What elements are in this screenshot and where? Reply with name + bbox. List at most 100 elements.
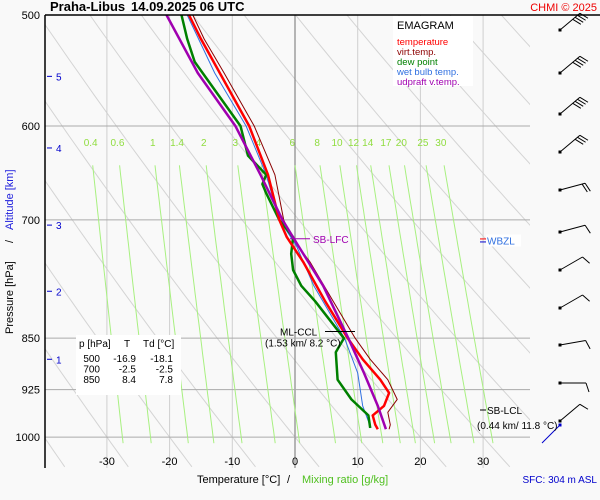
mixing-ratio-label: 12 xyxy=(348,138,360,149)
x-axis-title-2: Mixing ratio [g/kg] xyxy=(302,474,388,486)
wind-barb xyxy=(558,12,589,32)
wind-barb xyxy=(558,256,590,272)
barb-feather xyxy=(584,224,591,234)
table-cell: -16.9 xyxy=(113,354,136,365)
x-axis-title: Temperature [°C] xyxy=(197,474,280,486)
barb-station-dot xyxy=(558,423,562,427)
y-axis-sep: / xyxy=(4,239,16,243)
barb-feather xyxy=(574,138,584,145)
barb-staff xyxy=(559,182,586,191)
barb-feather xyxy=(577,57,586,64)
wind-barb xyxy=(558,96,589,116)
mixing-ratio-line xyxy=(443,165,494,444)
mixing-ratio-line xyxy=(294,165,336,444)
table-cell: -2.5 xyxy=(156,365,174,376)
y-tick-label: 600 xyxy=(22,121,40,133)
barb-feather xyxy=(579,134,589,141)
mixing-ratio-label: 14 xyxy=(362,138,374,149)
dry-adiabat xyxy=(45,100,320,468)
mixing-ratio-line xyxy=(92,165,124,444)
table-cell: 700 xyxy=(83,365,100,376)
mixing-ratio-label: 25 xyxy=(417,138,429,149)
mixing-ratio-line xyxy=(260,165,301,444)
barb-feather xyxy=(577,98,586,105)
barb-feather xyxy=(579,403,589,410)
mixing-ratio-line xyxy=(205,165,243,444)
mixing-ratio-label: 0.4 xyxy=(84,138,98,149)
barb-feather xyxy=(579,55,589,62)
dry-adiabat xyxy=(45,347,129,468)
dry-adiabat xyxy=(243,15,530,354)
barb-station-dot xyxy=(558,188,562,192)
dry-adiabat xyxy=(89,15,447,468)
y-axis-title: Pressure [hPa] xyxy=(4,261,16,334)
x-tick-label: -30 xyxy=(99,456,115,468)
x-tick-label: 0 xyxy=(292,456,298,468)
mixing-ratio-label: 4 xyxy=(256,138,262,149)
legend-virt-temp: virt.temp. xyxy=(397,47,436,58)
table-cell: 7.8 xyxy=(159,375,173,386)
barb-station-dot xyxy=(558,381,562,385)
barb-staff xyxy=(559,55,581,74)
legend-updraft: udpraft v.temp. xyxy=(397,77,460,88)
wind-barb xyxy=(558,55,589,75)
barb-staff xyxy=(559,96,581,115)
data-table-box xyxy=(76,335,181,395)
series-temperature xyxy=(187,14,391,430)
ml-ccl-detail: (1.53 km/ 8.2 °C) xyxy=(265,339,341,350)
sfc-label: SFC: 304 m ASL xyxy=(523,475,598,486)
mixing-ratio-label: 6 xyxy=(290,138,296,149)
mixing-ratio-line xyxy=(388,165,436,444)
dry-adiabat xyxy=(45,437,66,468)
altitude-tick-label: 5 xyxy=(56,72,62,83)
barb-staff xyxy=(559,12,581,31)
mixing-ratio-line xyxy=(356,165,401,444)
barb-feather xyxy=(572,18,582,25)
datetime-title: 14.09.2025 06 UTC xyxy=(131,0,245,14)
barb-feather xyxy=(585,382,590,393)
barb-feather xyxy=(577,14,586,21)
dry-adiabat xyxy=(45,179,256,468)
x-tick-label: -20 xyxy=(162,456,178,468)
altitude-tick-label: 4 xyxy=(56,144,62,155)
mixing-ratio-label: 10 xyxy=(331,138,343,149)
barb-staff xyxy=(559,403,581,422)
barb-staff xyxy=(559,256,583,271)
barb-feather xyxy=(574,100,584,107)
barb-feather xyxy=(572,61,582,68)
barb-station-dot xyxy=(558,343,562,347)
y-tick-label: 1000 xyxy=(16,432,40,444)
mixing-ratio-line xyxy=(154,165,189,444)
sb-lfc-label: SB-LFC xyxy=(313,235,349,246)
barb-feather xyxy=(574,16,584,23)
annotations: SB-LFC WBZL ML-CCL(1.53 km/ 8.2 °C) SB-LCL (… xyxy=(265,234,558,432)
wind-barb xyxy=(558,381,590,393)
mixing-ratio-line xyxy=(119,165,152,444)
y-tick-label: 700 xyxy=(22,215,40,227)
dry-adiabats xyxy=(0,0,530,468)
mixing-ratio-label: 0.6 xyxy=(111,138,125,149)
wbzl-label: WBZL xyxy=(487,236,515,247)
barb-station-dot xyxy=(558,150,562,154)
table-header-td: Td [°C] xyxy=(143,339,174,350)
series-wet-bulb-temp xyxy=(186,14,372,429)
barb-station-dot xyxy=(558,306,562,310)
mixing-ratio-label: 1 xyxy=(150,138,156,149)
legend-temperature: temperature xyxy=(397,37,448,48)
altitude-tick-label: 1 xyxy=(56,355,62,366)
mixing-ratio-label: 30 xyxy=(435,138,447,149)
wind-barb xyxy=(558,134,589,154)
series-dew-point xyxy=(180,14,372,429)
altitude-tick-label: 2 xyxy=(56,287,62,298)
barb-feather xyxy=(581,183,588,193)
barb-feather xyxy=(572,102,582,109)
table-cell: -18.1 xyxy=(150,354,173,365)
barb-staff xyxy=(559,224,586,233)
dry-adiabat xyxy=(500,15,530,48)
dry-adiabat xyxy=(0,0,1,467)
barb-station-dot xyxy=(558,268,562,272)
wbzl-label-bg xyxy=(486,234,521,247)
barb-station-dot xyxy=(558,419,562,423)
mixing-ratio-label: 2 xyxy=(201,138,207,149)
dry-adiabat xyxy=(140,15,511,468)
